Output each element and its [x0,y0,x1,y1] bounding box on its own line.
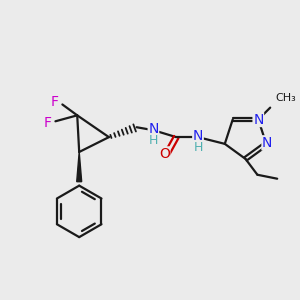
Polygon shape [77,152,82,182]
Text: N: N [262,136,272,150]
Text: O: O [159,147,170,161]
Text: F: F [50,95,59,110]
Text: H: H [193,140,203,154]
Text: N: N [148,122,159,136]
Text: N: N [193,129,203,143]
Text: CH₃: CH₃ [275,93,296,103]
Text: F: F [44,116,52,130]
Text: N: N [253,112,263,127]
Text: H: H [149,134,158,147]
